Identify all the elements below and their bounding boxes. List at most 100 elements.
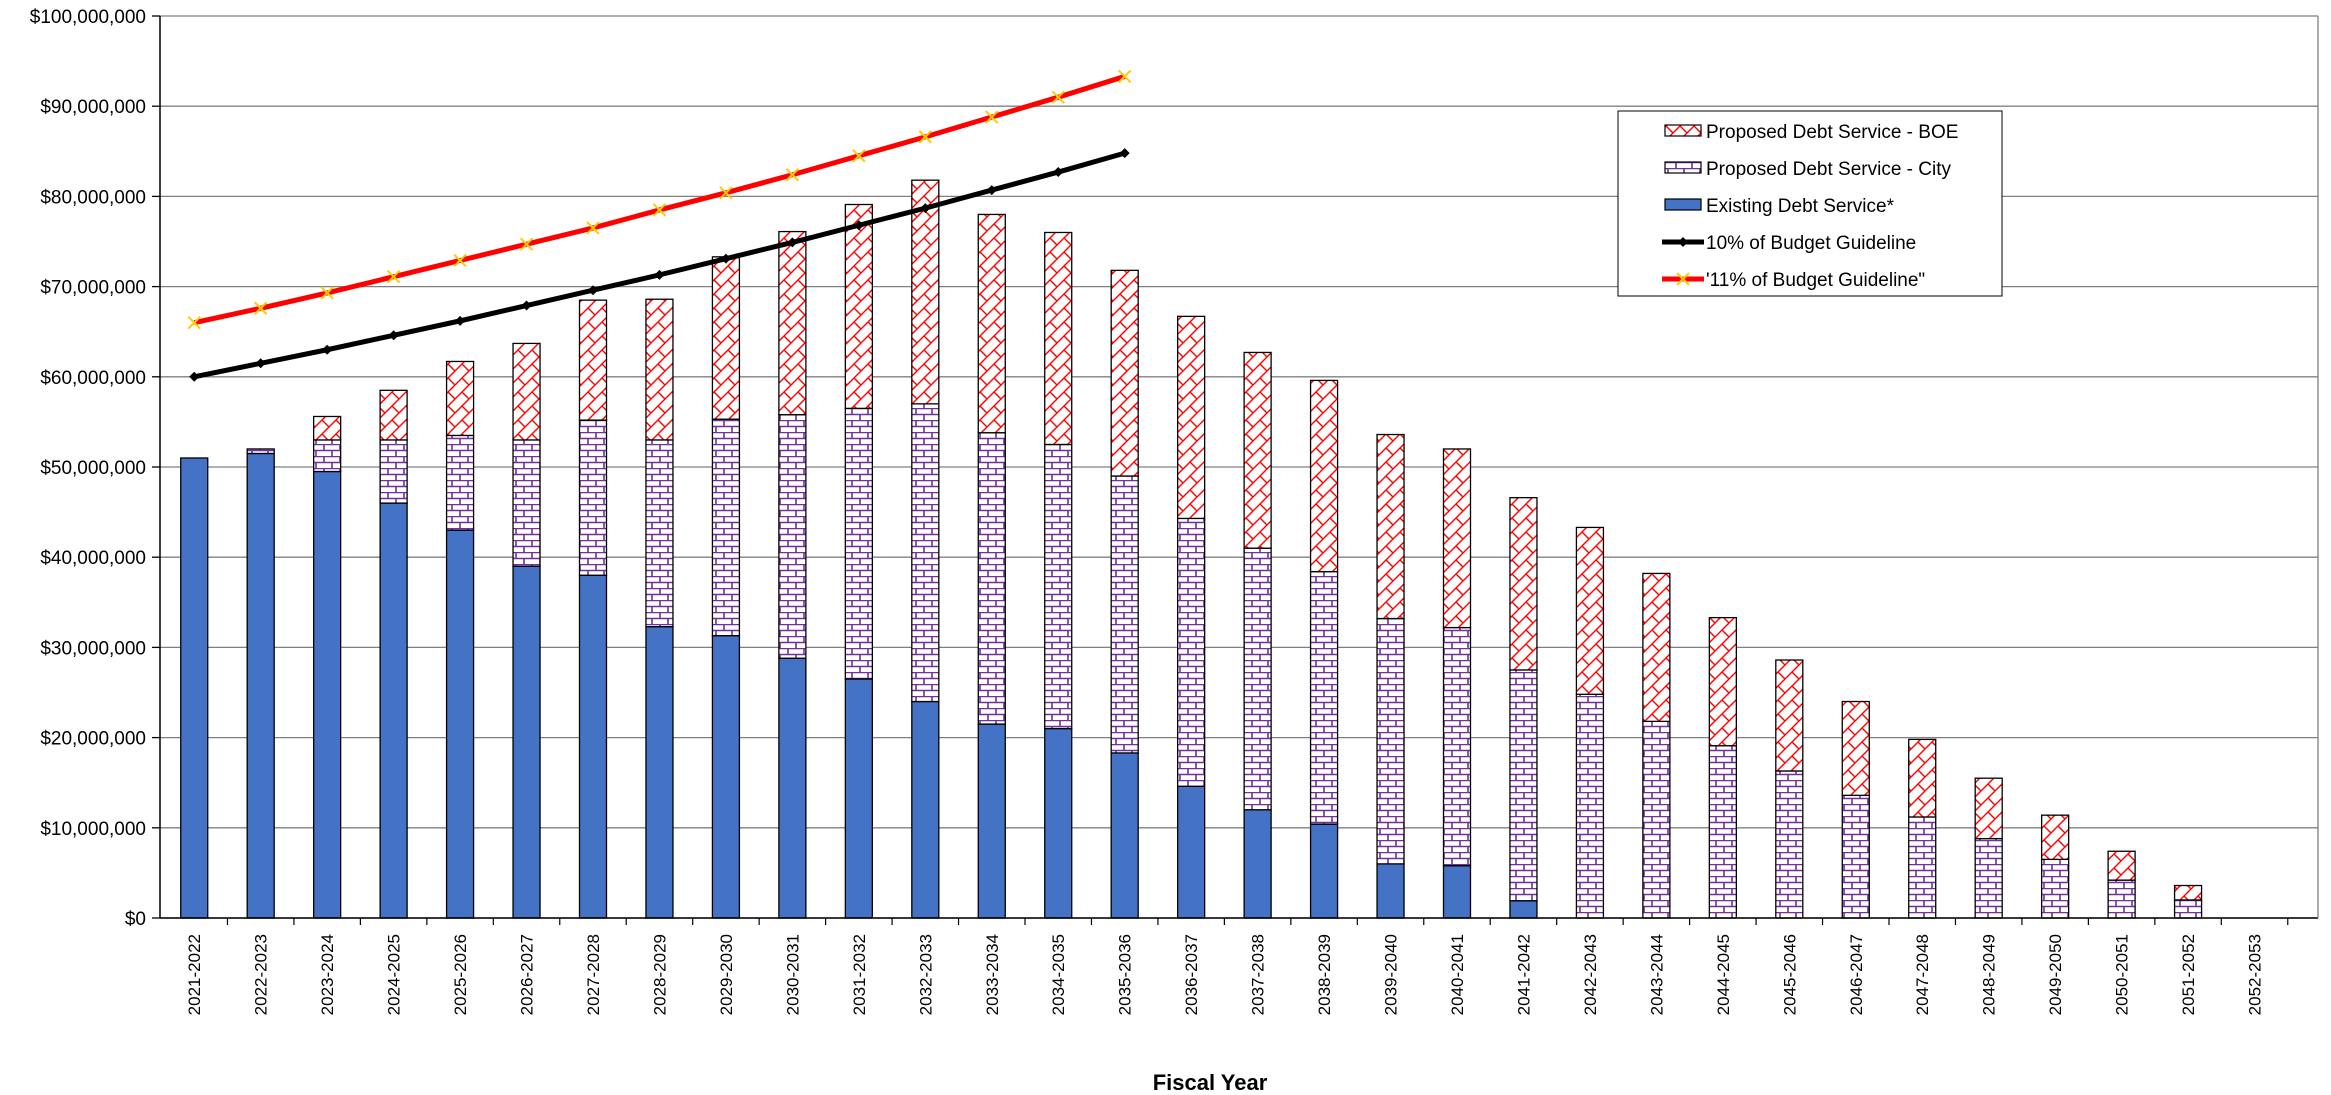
legend-label: Existing Debt Service* [1706,196,1895,217]
point-ten-percent [853,220,864,231]
axes [159,16,2319,925]
bars [180,179,2203,919]
bar-proposed-debt-service-boe [1243,351,1272,549]
bar-proposed-debt-service-city [1177,517,1206,787]
point-ten-percent [720,253,731,264]
bar-proposed-debt-service-city [1974,837,2003,919]
bar-existing-debt-service [645,626,674,919]
point-ten-percent [189,371,200,382]
x-tick-label: 2040-2041 [1448,934,1467,1015]
x-tick-label: 2045-2046 [1780,934,1799,1015]
bar-proposed-debt-service-boe [1044,231,1073,446]
bar-existing-debt-service [445,529,475,919]
x-tick-label: 2042-2043 [1581,934,1600,1015]
bar-proposed-debt-service-boe [1841,700,1870,796]
x-tick-label: 2027-2028 [584,934,603,1015]
point-ten-percent [920,203,931,214]
bar-existing-debt-service [1309,823,1339,919]
bar-proposed-debt-service-city [711,418,741,637]
bar-proposed-debt-service-city [1775,770,1804,919]
x-axis-title: Fiscal Year [1153,1070,1268,1095]
bar-proposed-debt-service-city [911,403,940,703]
y-tick-label: $50,000,000 [40,458,146,479]
y-tick-label: $0 [125,909,146,930]
x-tick-label: 2021-2022 [185,934,204,1015]
bar-proposed-debt-service-boe [1110,269,1139,477]
bar-proposed-debt-service-boe [313,415,342,441]
bar-existing-debt-service [180,457,209,919]
point-ten-percent [521,300,532,311]
point-eleven-percent [985,110,999,124]
point-eleven-percent [519,237,534,251]
bar-proposed-debt-service-city [977,432,1006,725]
y-tick-label: $40,000,000 [40,548,146,569]
point-ten-percent [388,330,399,341]
bar-existing-debt-service [313,470,342,919]
bar-proposed-debt-service-boe [977,213,1006,434]
x-tick-label: 2025-2026 [451,934,470,1015]
bar-proposed-debt-service-city [1376,617,1405,865]
point-eleven-percent [785,168,800,182]
x-tick-label: 2041-2042 [1514,934,1533,1015]
y-tick-label: $60,000,000 [40,368,146,389]
x-tick-label: 2039-2040 [1382,934,1401,1015]
point-ten-percent [455,315,466,326]
bar-existing-debt-service [844,678,873,919]
bar-proposed-debt-service-boe [711,256,741,420]
bar-proposed-debt-service-boe [2173,884,2203,901]
y-tick-label: $10,000,000 [40,819,146,840]
bar-proposed-debt-service-boe [1309,379,1339,573]
point-ten-percent [787,237,798,248]
bar-proposed-debt-service-boe [578,299,608,421]
point-eleven-percent [320,286,334,300]
bar-existing-debt-service [1044,727,1073,919]
bar-proposed-debt-service-boe [2040,814,2070,861]
x-tick-label: 2029-2030 [717,934,736,1015]
bar-proposed-debt-service-boe [1177,315,1206,520]
bar-proposed-debt-service-boe [645,298,674,441]
x-tick-label: 2035-2036 [1116,934,1135,1015]
bar-proposed-debt-service-city [1642,720,1671,919]
x-tick-label: 2031-2032 [850,934,869,1015]
bar-proposed-debt-service-city [1110,475,1139,754]
x-tick-label: 2037-2038 [1249,934,1268,1015]
bar-proposed-debt-service-city [1708,745,1737,919]
bar-proposed-debt-service-boe [445,360,475,437]
bar-proposed-debt-service-city [246,448,275,455]
x-tick-label: 2026-2027 [518,934,537,1015]
point-ten-percent [1119,148,1130,159]
bar-proposed-debt-service-city [1908,816,1937,919]
point-eleven-percent [386,269,401,284]
guideline-lines [187,69,1132,382]
bar-proposed-debt-service-boe [1442,448,1472,629]
x-tick-label: 2033-2034 [983,934,1002,1015]
bar-proposed-debt-service-boe [512,342,541,441]
point-eleven-percent [652,203,667,217]
point-ten-percent [986,185,997,196]
x-tick-label: 2036-2037 [1182,934,1201,1015]
bar-existing-debt-service [246,452,275,919]
bar-proposed-debt-service-boe [2107,850,2136,881]
bar-proposed-debt-service-city [645,439,674,628]
y-tick-label: $100,000,000 [30,7,146,28]
bar-proposed-debt-service-boe [1376,433,1405,620]
x-tick-label: 2043-2044 [1647,934,1666,1015]
point-ten-percent [1053,167,1064,178]
x-tick-label: 2032-2033 [916,934,935,1015]
y-tick-label: $90,000,000 [40,97,146,118]
bar-proposed-debt-service-city [379,439,408,504]
bar-proposed-debt-service-city [2040,858,2070,919]
point-ten-percent [255,358,266,369]
bar-existing-debt-service [778,657,807,919]
bar-proposed-debt-service-city [1309,570,1339,825]
x-tick-label: 2051-2052 [2179,934,2198,1015]
legend-label: 10% of Budget Guideline [1706,233,1916,254]
point-eleven-percent [1051,90,1065,104]
x-tick-label: 2024-2025 [385,934,404,1015]
x-tick-label: 2048-2049 [1980,934,1999,1015]
legend-swatch [1664,124,1702,137]
point-ten-percent [654,269,665,280]
bar-proposed-debt-service-boe [1974,777,2003,840]
legend-marker [1676,272,1690,286]
